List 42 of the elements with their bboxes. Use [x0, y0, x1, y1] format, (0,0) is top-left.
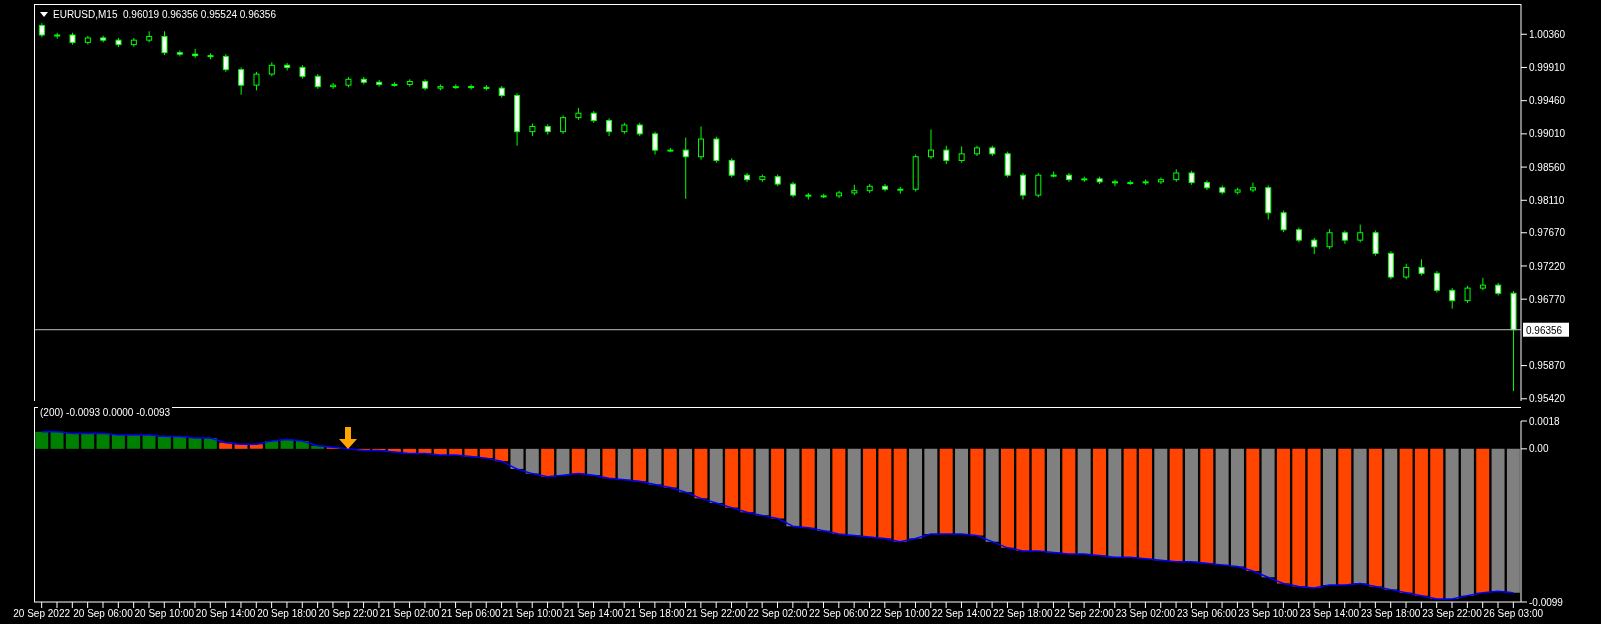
x-tick-label: 26 Sep 03:00: [1483, 608, 1544, 620]
x-tick-label: 23 Sep 06:00: [1176, 608, 1237, 620]
y-tick-label: 0.99910: [1529, 62, 1566, 74]
y-tick-label: 0.98560: [1529, 161, 1566, 173]
x-tick-label: 20 Sep 14:00: [195, 608, 256, 620]
y-tick-label: 0.97670: [1529, 227, 1566, 239]
x-tick-label: 21 Sep 18:00: [625, 608, 686, 620]
text: EURUSD,M15 0.96019 0.96356 0.95524 0.96356: [53, 9, 276, 20]
x-tick-label: 23 Sep 22:00: [1422, 608, 1483, 620]
y-tick-label: 0.97220: [1529, 260, 1566, 272]
y-tick-label: 0.00: [1529, 443, 1549, 455]
x-tick-label: 20 Sep 2022: [13, 608, 71, 620]
x-tick-label: 21 Sep 22:00: [686, 608, 747, 620]
x-tick-label: 22 Sep 02:00: [747, 608, 808, 620]
x-tick-label: 23 Sep 14:00: [1299, 608, 1360, 620]
chart-title: (200) -0.0093 0.0000 -0.0093: [40, 407, 171, 418]
y-tick-label: -0.0099: [1529, 596, 1564, 608]
x-tick-label: 20 Sep 18:00: [257, 608, 318, 620]
y-tick-label: 0.0018: [1529, 415, 1561, 427]
y-tick-label: 1.00360: [1529, 28, 1566, 40]
ref-line-label: 0.96356: [1526, 324, 1563, 336]
x-tick-label: 22 Sep 10:00: [870, 608, 931, 620]
x-tick-label: 20 Sep 10:00: [134, 608, 195, 620]
y-tick-label: 0.95420: [1529, 393, 1566, 405]
y-tick-label: 0.95870: [1529, 360, 1566, 372]
y-tick-label: 0.99010: [1529, 128, 1566, 140]
y-tick-label: 0.96770: [1529, 293, 1566, 305]
x-tick-label: 22 Sep 14:00: [931, 608, 992, 620]
x-tick-label: 23 Sep 10:00: [1238, 608, 1299, 620]
x-tick-label: 21 Sep 02:00: [379, 608, 440, 620]
x-tick-label: 20 Sep 22:00: [318, 608, 379, 620]
x-tick-label: 22 Sep 22:00: [1054, 608, 1115, 620]
x-tick-label: 21 Sep 10:00: [502, 608, 563, 620]
x-tick-label: 21 Sep 06:00: [441, 608, 502, 620]
x-tick-label: 22 Sep 18:00: [993, 608, 1053, 620]
y-tick-label: 0.99460: [1529, 95, 1566, 107]
x-tick-label: 21 Sep 14:00: [563, 608, 624, 620]
y-tick-label: 0.98110: [1529, 194, 1565, 206]
x-tick-label: 22 Sep 06:00: [809, 608, 870, 620]
x-tick-label: 20 Sep 06:00: [73, 608, 134, 620]
x-tick-label: 23 Sep 18:00: [1360, 608, 1421, 620]
x-tick-label: 23 Sep 02:00: [1115, 608, 1176, 620]
